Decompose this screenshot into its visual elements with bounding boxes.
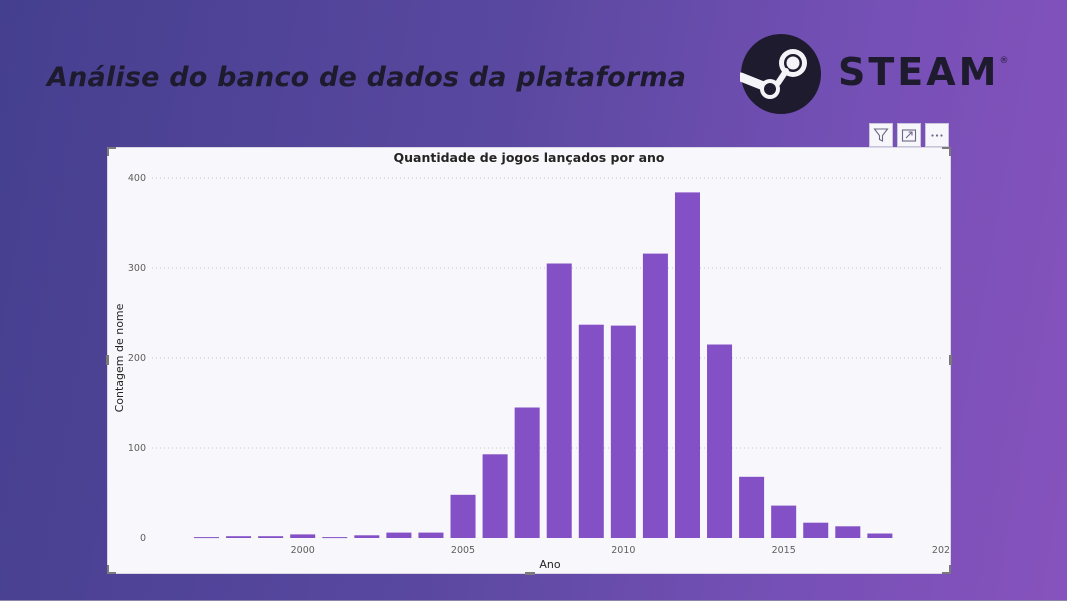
bar-2013[interactable]: [707, 344, 733, 539]
x-tick-label: 2015: [772, 545, 796, 556]
chart-title: Quantidade de jogos lançados por ano: [393, 150, 664, 165]
y-axis-ticks: 0 100 200 300 400: [128, 173, 146, 544]
visual-header-toolbar: [869, 123, 949, 147]
bar-2001[interactable]: [322, 537, 348, 539]
x-tick-label: 2005: [451, 545, 475, 556]
focus-mode-button[interactable]: [897, 123, 921, 147]
bar-2018[interactable]: [867, 533, 893, 539]
registered-mark: ®: [999, 56, 1009, 66]
page-title: Análise do banco de dados da plataforma: [47, 62, 687, 93]
brand-name: STEAM: [838, 50, 1000, 94]
bar-2011[interactable]: [642, 253, 668, 538]
more-options-button[interactable]: [925, 123, 949, 147]
focus-mode-icon: [901, 129, 917, 142]
resize-corner-top-right[interactable]: [942, 147, 951, 156]
y-tick-label: 0: [140, 533, 146, 544]
y-tick-label: 400: [128, 173, 146, 184]
bar-2010[interactable]: [610, 325, 636, 538]
resize-corner-bottom-left[interactable]: [107, 565, 116, 574]
bar-2009[interactable]: [578, 324, 604, 538]
bar-2000[interactable]: [290, 534, 316, 538]
bars: [194, 192, 893, 539]
bar-2015[interactable]: [771, 505, 797, 538]
bar-2014[interactable]: [739, 476, 765, 538]
steam-wordmark: STEAM®: [838, 50, 1008, 94]
resize-handle-right[interactable]: [949, 355, 952, 365]
x-tick-label: 2010: [611, 545, 635, 556]
bar-2002[interactable]: [354, 535, 380, 538]
x-axis-title: Ano: [539, 558, 560, 571]
bar-2003[interactable]: [386, 532, 412, 538]
bar-2007[interactable]: [514, 407, 540, 539]
bar-1997[interactable]: [194, 537, 220, 539]
bar-2016[interactable]: [803, 522, 829, 538]
y-axis-title: Contagem de nome: [113, 303, 126, 412]
resize-handle-bottom[interactable]: [525, 572, 535, 575]
bar-2008[interactable]: [546, 263, 572, 539]
bar-chart: Quantidade de jogos lançados por ano 0 10…: [113, 150, 950, 571]
more-options-icon: [931, 134, 943, 137]
y-tick-label: 200: [128, 353, 146, 364]
resize-corner-bottom-right[interactable]: [942, 565, 951, 574]
bar-2004[interactable]: [418, 532, 444, 538]
filter-button[interactable]: [869, 123, 893, 147]
resize-handle-left[interactable]: [106, 355, 109, 365]
x-tick-label: 2000: [291, 545, 315, 556]
bar-2006[interactable]: [482, 454, 508, 538]
steam-logo-icon: [740, 34, 821, 114]
x-axis-ticks: 2000 2005 2010 2015 2020: [291, 545, 950, 556]
chart-visual[interactable]: Quantidade de jogos lançados por ano 0 10…: [106, 147, 952, 575]
bar-1999[interactable]: [258, 536, 284, 538]
filter-icon: [873, 128, 889, 142]
bar-2017[interactable]: [835, 526, 861, 538]
bar-2005[interactable]: [450, 494, 476, 538]
bar-2012[interactable]: [674, 192, 700, 538]
y-tick-label: 300: [128, 263, 146, 274]
resize-corner-top-left[interactable]: [107, 147, 116, 156]
x-tick-label: 2020: [932, 545, 950, 556]
bar-1998[interactable]: [226, 536, 252, 538]
y-tick-label: 100: [128, 443, 146, 454]
